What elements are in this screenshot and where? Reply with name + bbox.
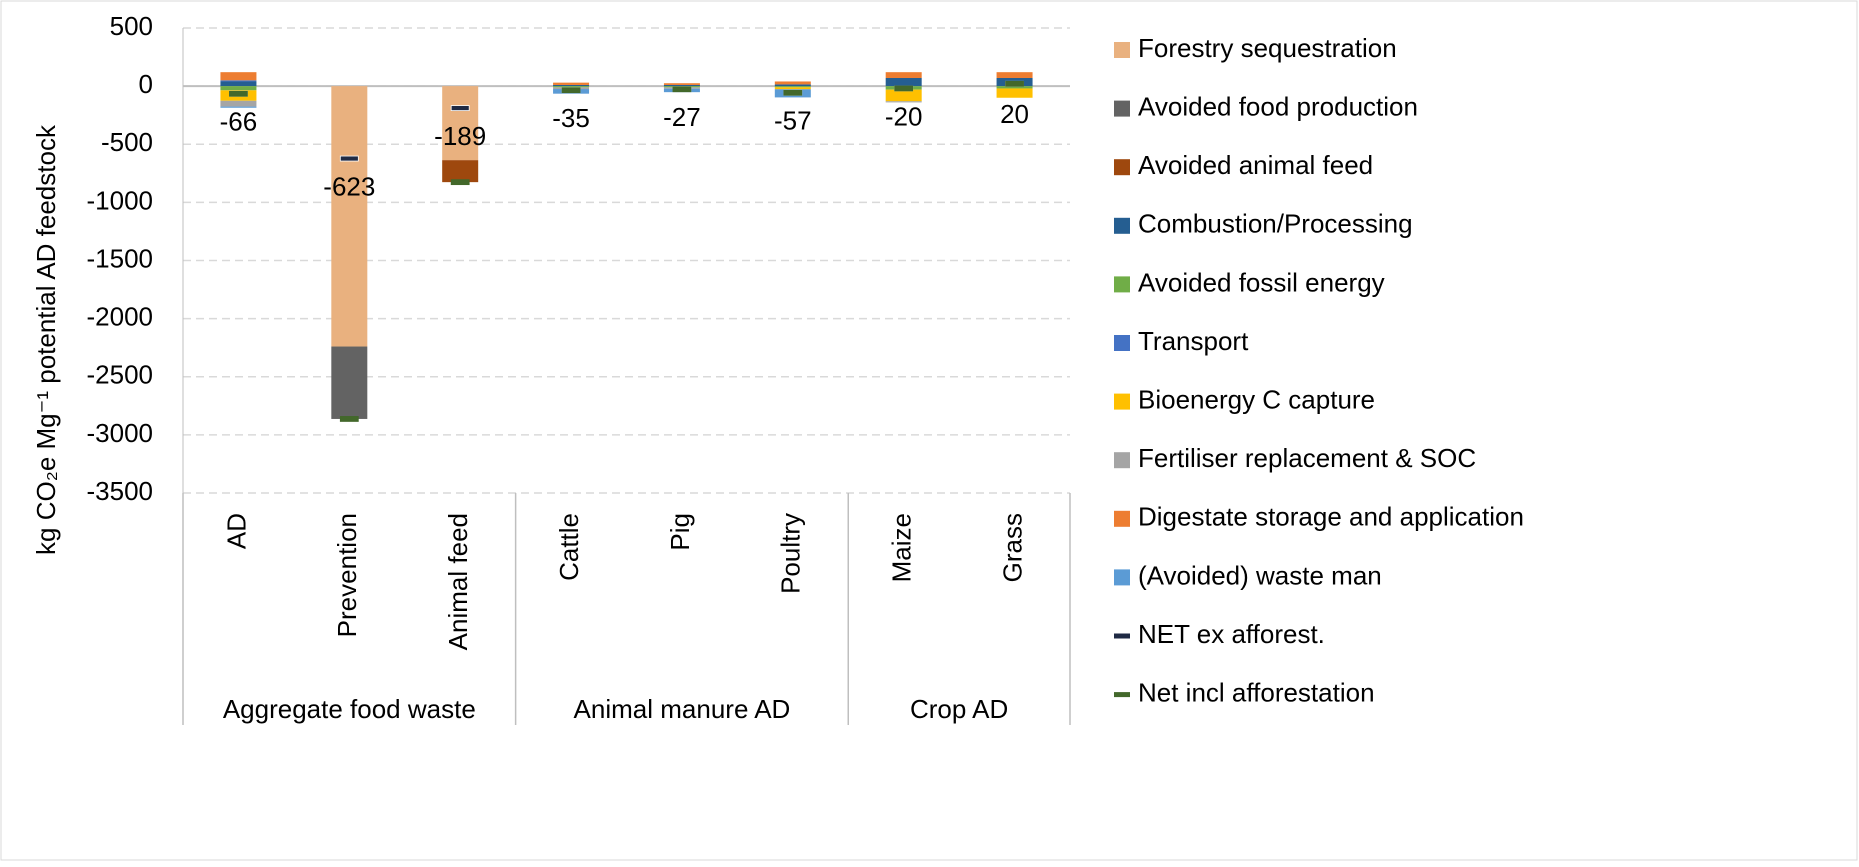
legend-label: Fertiliser replacement & SOC: [1138, 443, 1476, 473]
legend-label: (Avoided) waste man: [1138, 560, 1382, 590]
net-marker: [339, 155, 359, 162]
x-tick-label: Grass: [997, 513, 1027, 582]
bar-segment: [331, 86, 368, 347]
bar-segment: [553, 82, 590, 85]
legend-label: Combustion/Processing: [1138, 209, 1413, 239]
bar-segment: [553, 86, 590, 88]
legend-swatch: [1114, 159, 1130, 176]
legend-swatch: [1114, 42, 1130, 58]
legend-label: NET ex afforest.: [1138, 619, 1325, 649]
bar-segment: [220, 100, 257, 107]
legend-swatch: [1114, 335, 1130, 351]
bar-segment: [774, 87, 811, 90]
bar-segment: [220, 86, 257, 91]
group-label: Animal manure AD: [574, 694, 791, 724]
bar-segment: [996, 86, 1033, 89]
legend-label: Avoided animal feed: [1138, 150, 1373, 180]
bar-segment: [885, 101, 922, 103]
net-marker: [450, 179, 470, 186]
net-marker: [783, 89, 803, 96]
x-tick-label: Cattle: [554, 513, 584, 581]
bar-segment: [220, 81, 257, 87]
bar-segment: [774, 86, 811, 88]
legend-label: Bioenergy C capture: [1138, 384, 1375, 414]
legend-label: Avoided food production: [1138, 91, 1418, 121]
group-label: Crop AD: [910, 694, 1008, 724]
y-tick-label: 500: [110, 11, 153, 41]
y-tick-label: -500: [101, 127, 153, 157]
legend-swatch: [1114, 510, 1130, 527]
y-tick-label: -3000: [87, 418, 154, 448]
bar-segment: [331, 346, 368, 419]
y-tick-label: 0: [139, 69, 153, 99]
y-tick-label: -2000: [87, 302, 154, 332]
x-tick-label: AD: [221, 513, 251, 549]
net-marker: [672, 86, 692, 93]
bar-segment: [996, 88, 1033, 98]
legend-swatch: [1114, 569, 1130, 586]
value-label: -66: [220, 107, 258, 137]
bar-segment: [220, 72, 257, 81]
value-label: -20: [885, 101, 923, 131]
value-label: -623: [323, 171, 375, 201]
x-tick-label: Maize: [887, 513, 917, 582]
net-marker: [561, 87, 581, 94]
value-label: -57: [774, 106, 812, 136]
bar-segment: [774, 84, 811, 87]
legend-swatch: [1114, 692, 1130, 698]
x-tick-label: Pig: [665, 513, 695, 551]
value-label: -27: [663, 102, 701, 132]
bar-segment: [996, 72, 1033, 78]
bar-segment: [774, 81, 811, 85]
net-marker: [894, 85, 914, 92]
legend-swatch: [1114, 452, 1130, 469]
bar-segment: [442, 160, 479, 183]
value-label: 20: [1000, 99, 1029, 129]
x-tick-label: Animal feed: [443, 513, 473, 650]
net-marker: [229, 90, 248, 97]
y-tick-label: -1000: [87, 185, 154, 215]
legend-label: Net incl afforestation: [1138, 677, 1375, 707]
net-marker: [450, 105, 470, 111]
y-tick-label: -1500: [87, 243, 154, 273]
bar-segment: [220, 80, 257, 82]
x-tick-label: Prevention: [332, 513, 362, 637]
legend-label: Avoided fossil energy: [1138, 267, 1385, 297]
legend-label: Digestate storage and application: [1138, 502, 1524, 532]
bar-segment: [220, 106, 257, 108]
legend-label: Transport: [1138, 326, 1249, 356]
x-tick-label: Poultry: [776, 513, 806, 594]
legend-swatch: [1114, 393, 1130, 410]
net-marker: [1005, 80, 1024, 87]
y-tick-label: -2500: [87, 360, 154, 390]
legend-swatch: [1114, 276, 1130, 293]
legend-swatch: [1114, 217, 1130, 234]
bar-segment: [885, 72, 922, 78]
legend-swatch: [1114, 633, 1130, 639]
y-axis-title: kg CO₂e Mg⁻¹ potential AD feedstock: [31, 124, 61, 555]
bar-segment: [885, 89, 922, 102]
bar-segment: [553, 84, 590, 87]
net-marker: [339, 416, 359, 422]
value-label: -189: [434, 121, 486, 151]
bar-segment: [663, 83, 700, 85]
legend-swatch: [1114, 100, 1130, 117]
bar-segment: [885, 77, 922, 87]
group-label: Aggregate food waste: [223, 694, 476, 724]
y-tick-label: -3500: [87, 476, 154, 506]
legend-label: Forestry sequestration: [1138, 33, 1397, 63]
value-label: -35: [552, 103, 590, 133]
bar-segment: [663, 84, 700, 87]
bar-segment: [442, 86, 479, 161]
